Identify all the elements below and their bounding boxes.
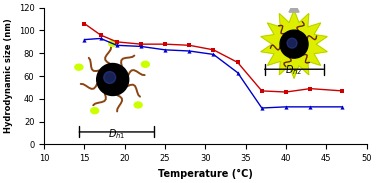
Ellipse shape bbox=[287, 38, 297, 48]
Ellipse shape bbox=[91, 108, 99, 114]
Polygon shape bbox=[261, 10, 327, 78]
Ellipse shape bbox=[75, 64, 83, 70]
Text: $D_{h1}$: $D_{h1}$ bbox=[108, 127, 126, 141]
Ellipse shape bbox=[134, 102, 142, 108]
Ellipse shape bbox=[280, 30, 308, 58]
X-axis label: Temperature (°C): Temperature (°C) bbox=[158, 169, 253, 179]
Ellipse shape bbox=[109, 40, 117, 46]
Text: $D_{h2}$: $D_{h2}$ bbox=[285, 64, 303, 77]
Ellipse shape bbox=[97, 64, 129, 96]
Polygon shape bbox=[289, 2, 299, 12]
Ellipse shape bbox=[104, 72, 116, 83]
Ellipse shape bbox=[141, 61, 149, 67]
Y-axis label: Hydrodynamic size (nm): Hydrodynamic size (nm) bbox=[4, 19, 13, 133]
